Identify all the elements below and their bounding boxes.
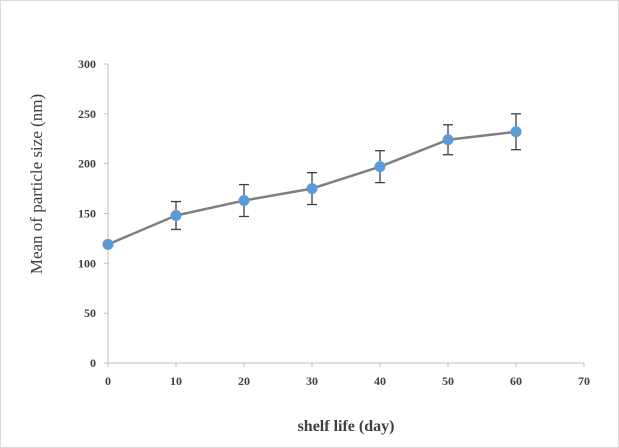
ticks: 0 50 100 150 200 250 300 0 10 20 30 40 50 60 70 bbox=[78, 57, 590, 388]
data-point bbox=[170, 209, 182, 221]
data-point bbox=[374, 161, 386, 173]
x-tick-label: 50 bbox=[442, 374, 454, 388]
y-tick-label: 0 bbox=[90, 356, 96, 370]
data-point bbox=[238, 195, 250, 207]
y-tick-label: 200 bbox=[78, 157, 96, 171]
x-tick-label: 70 bbox=[578, 374, 590, 388]
x-tick-label: 0 bbox=[105, 374, 111, 388]
series bbox=[102, 126, 522, 250]
y-tick-label: 250 bbox=[78, 107, 96, 121]
y-tick-label: 300 bbox=[78, 57, 96, 71]
data-point bbox=[442, 134, 454, 146]
y-axis-title: Mean of particle size (nm) bbox=[27, 94, 46, 274]
x-tick-label: 10 bbox=[170, 374, 182, 388]
x-tick-label: 20 bbox=[238, 374, 250, 388]
x-tick-label: 60 bbox=[510, 374, 522, 388]
x-axis-title: shelf life (day) bbox=[298, 418, 395, 435]
y-tick-label: 150 bbox=[78, 207, 96, 221]
data-point bbox=[102, 238, 114, 250]
x-tick-label: 40 bbox=[374, 374, 386, 388]
x-tick-label: 30 bbox=[306, 374, 318, 388]
data-point bbox=[510, 126, 522, 138]
y-tick-label: 100 bbox=[78, 256, 96, 270]
error-bars bbox=[171, 113, 521, 231]
data-point bbox=[306, 183, 318, 195]
y-tick-label: 50 bbox=[84, 306, 96, 320]
